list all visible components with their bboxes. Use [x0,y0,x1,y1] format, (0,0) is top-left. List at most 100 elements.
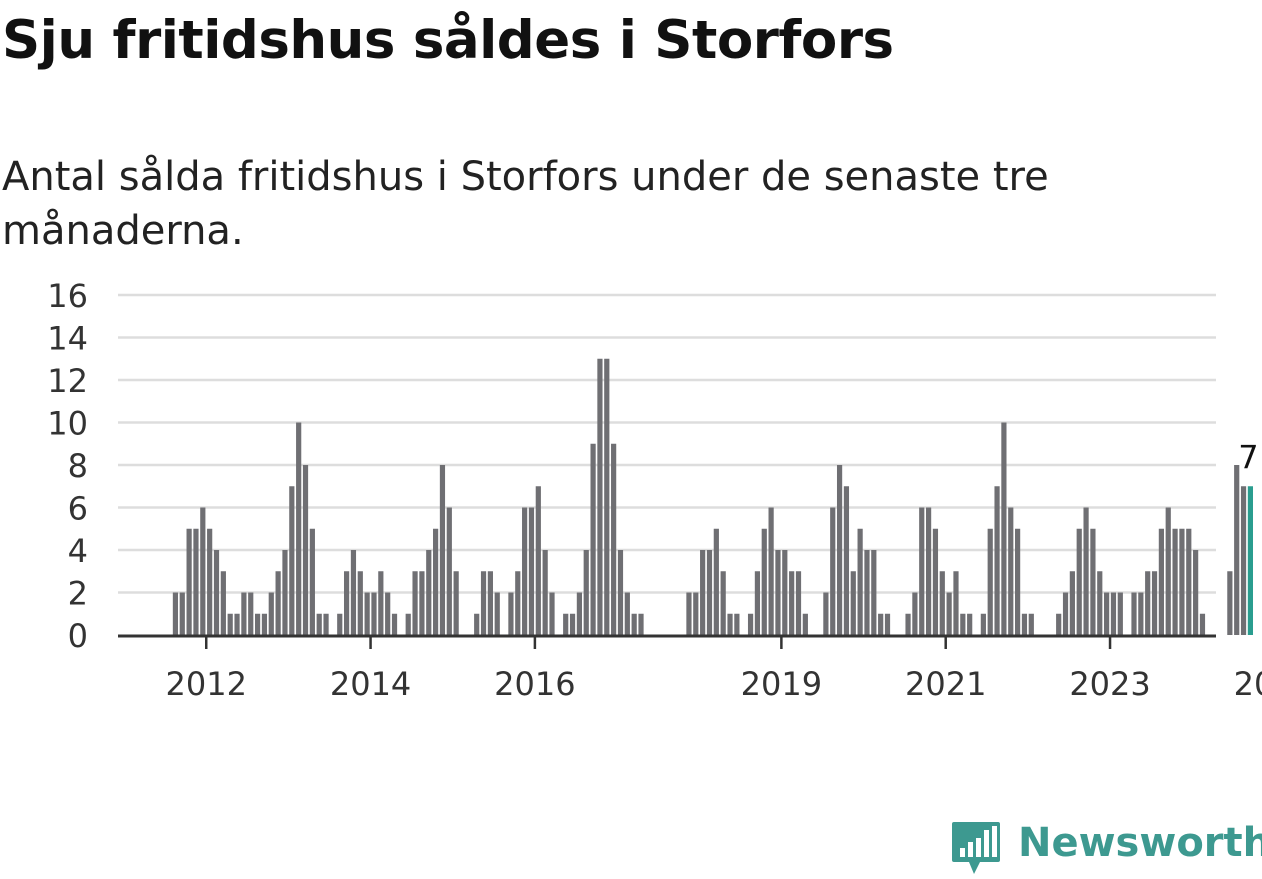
bar [932,528,939,635]
bar [337,613,343,635]
x-tick-label: 2021 [905,665,986,703]
bar [248,592,254,635]
bar [994,486,1000,635]
bar [241,592,247,635]
bar [611,443,617,635]
bar [1104,592,1110,635]
bar [782,550,788,635]
bar [754,571,761,635]
bar [302,465,309,635]
bar [446,507,452,635]
bar [912,592,918,635]
bar [1138,592,1144,635]
bar [1151,571,1158,635]
bar [1131,592,1137,635]
bar [597,358,603,635]
y-tick-label: 12 [47,362,88,400]
bar [747,613,754,635]
x-tick-label: 2019 [741,665,822,703]
bar [823,592,829,635]
bar [474,613,480,635]
bar [905,613,911,635]
chart-title: Sju fritidshus såldes i Storfors [2,10,894,71]
bar [357,571,363,635]
bar [1193,550,1199,635]
y-tick-label: 14 [47,320,88,358]
y-tick-label: 6 [68,490,88,528]
bar [480,571,487,635]
bar [296,422,302,635]
bar [1165,507,1171,635]
bar [487,571,493,635]
bar [604,358,610,635]
bar [391,613,398,635]
bar [343,571,350,635]
bar-chart-speech-bubble-icon [952,822,1000,874]
bar [789,571,795,635]
value-annotation: 7 [1238,438,1258,476]
y-tick-label: 10 [47,405,88,443]
bar [1172,528,1178,635]
bar [919,507,925,635]
y-tick-label: 4 [68,532,88,570]
bar [1179,528,1185,635]
bar [706,550,713,635]
bar [583,550,589,635]
y-tick-label: 16 [47,277,88,315]
bar [433,528,439,635]
bar [234,613,240,635]
bar [987,528,993,635]
bar [207,528,213,635]
bar [638,613,644,635]
bar [261,613,268,635]
bar [802,613,808,635]
bar-chart: 0 2 4 6 8 10 12 14 16 2012 2014 2016 2019 2021 2023 202… [47,277,1262,703]
bar [412,571,418,635]
x-tick-label: 2016 [494,665,575,703]
x-tick-label: 2025 [1234,665,1262,703]
y-tick-label: 2 [68,575,88,613]
bar [268,592,274,635]
x-tick-label: 2012 [166,665,247,703]
bar [439,465,446,635]
bar [1028,613,1034,635]
bar [693,592,699,635]
bar [515,571,521,635]
bar [960,613,966,635]
bar [364,592,370,635]
bar [289,486,295,635]
bar [686,592,692,635]
bar [1069,571,1075,635]
bar [727,613,733,635]
bar [179,592,185,635]
bar [563,613,569,635]
bar [227,613,233,635]
bar [1076,528,1082,635]
bar [1145,571,1151,635]
bar [1001,422,1007,635]
bar [795,571,802,635]
bar [1021,613,1028,635]
bar [371,592,377,635]
bar [631,613,637,635]
bar [220,571,226,635]
bar [569,613,576,635]
bar [775,550,781,635]
bar [836,465,843,635]
bar [522,507,528,635]
bar [946,592,952,635]
bar [528,507,535,635]
bar [939,571,945,635]
bar [405,613,411,635]
axes [118,634,1216,649]
bar [1015,528,1021,635]
bar [172,592,179,635]
bar [1227,571,1233,635]
bar [542,550,548,635]
bar [1097,571,1103,635]
bar [700,550,706,635]
bar [590,443,596,635]
newsworthy-wordmark: Newsworthy [1018,820,1262,866]
bars [172,358,1254,635]
bar [1158,528,1164,635]
